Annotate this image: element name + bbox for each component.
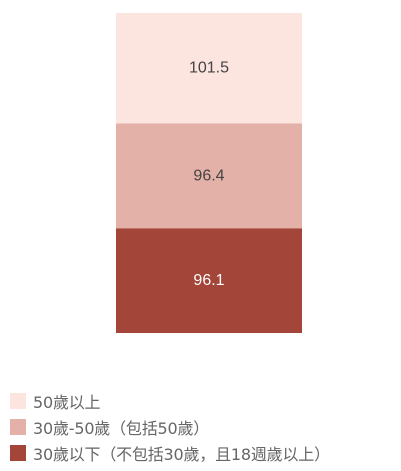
legend-label-30-50: 30歲-50歲（包括50歲） — [33, 419, 210, 438]
bar-stack: 101.5 96.4 96.1 — [116, 13, 302, 333]
legend-item-under-30: 30歲以下（不包括30歲，且18週歲以上） — [10, 440, 330, 466]
legend-label-over-50: 50歲以上 — [33, 393, 101, 412]
data-label-30-50: 96.4 — [193, 167, 224, 184]
legend-label-under-30: 30歲以下（不包括30歲，且18週歲以上） — [33, 445, 330, 464]
data-label-under-30: 96.1 — [193, 272, 224, 289]
legend-item-over-50: 50歲以上 — [10, 388, 330, 414]
bar-segment-over-50 — [116, 13, 302, 124]
bar-segment-under-30 — [116, 228, 302, 333]
legend-item-30-50: 30歲-50歲（包括50歲） — [10, 414, 330, 440]
bar-segment-30-50 — [116, 123, 302, 229]
legend-swatch-30-50 — [10, 419, 26, 435]
legend-swatch-under-30 — [10, 445, 26, 461]
data-label-over-50: 101.5 — [189, 60, 229, 77]
legend-swatch-over-50 — [10, 393, 26, 409]
legend: 50歲以上 30歲-50歲（包括50歲） 30歲以下（不包括30歲，且18週歲以… — [10, 388, 330, 466]
